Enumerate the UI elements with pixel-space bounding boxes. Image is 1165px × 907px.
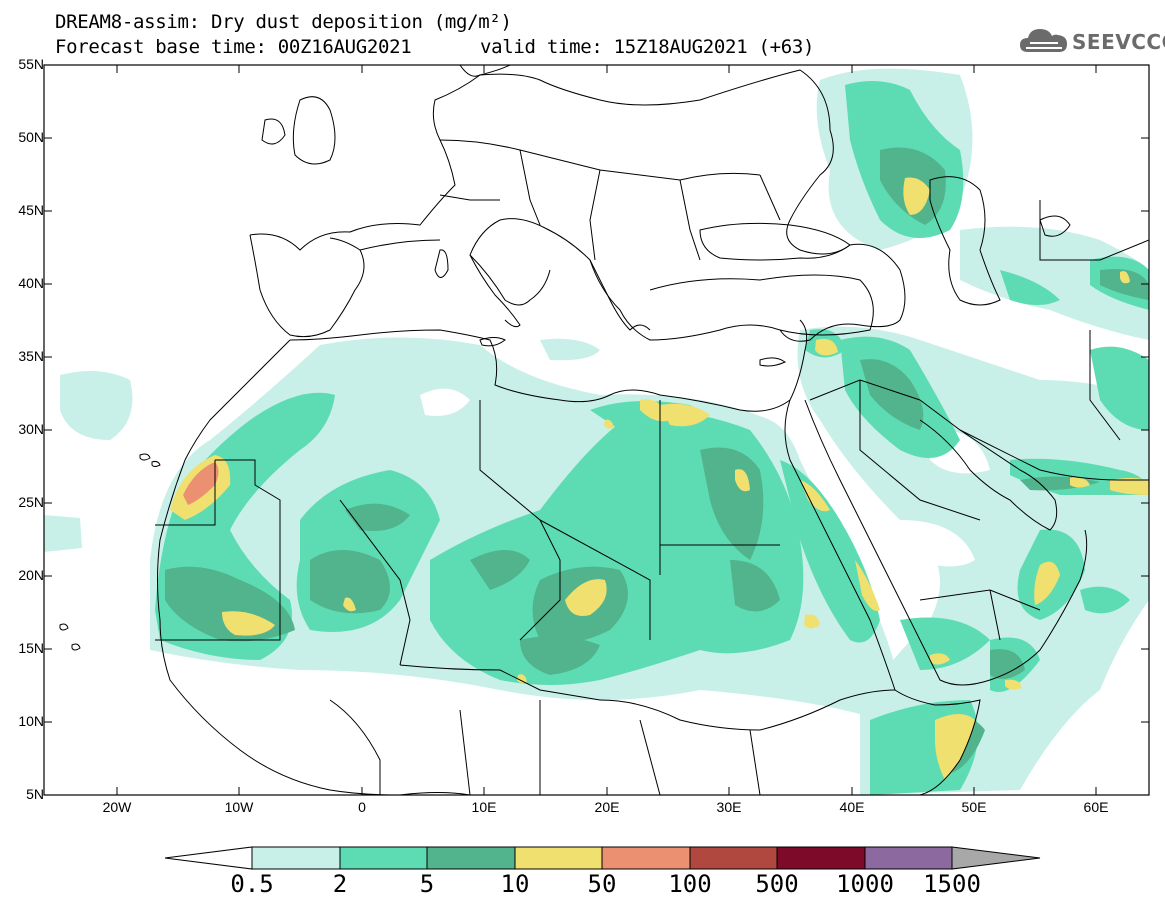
valid-time: valid time: 15Z18AUG2021 (+63) — [480, 36, 815, 58]
lon-label: 10E — [471, 799, 497, 815]
lat-label: 25N — [18, 494, 44, 510]
colorbar-swatch — [601, 846, 691, 870]
forecast-base-time: Forecast base time: 00Z16AUG2021 — [55, 36, 412, 58]
colorbar-swatch — [864, 846, 953, 870]
map-title: DREAM8-assim: Dry dust deposition (mg/m²… — [55, 11, 512, 33]
colorbar-swatch — [689, 846, 778, 870]
coastlines-and-borders — [59, 65, 1149, 795]
colorbar-label: 1500 — [923, 870, 981, 898]
colorbar-swatch — [251, 846, 341, 870]
lat-label: 35N — [18, 348, 44, 364]
cloud-icon — [1020, 29, 1067, 52]
axis-ticks — [44, 64, 1149, 796]
colorbar-label: 50 — [587, 870, 617, 898]
lat-label: 45N — [18, 202, 44, 218]
lat-label: 30N — [18, 421, 44, 437]
colorbar-label: 10 — [500, 870, 530, 898]
lon-label: 0 — [358, 799, 366, 815]
lon-label: 60E — [1083, 799, 1109, 815]
lat-label: 20N — [18, 567, 44, 583]
lon-label: 20W — [102, 799, 132, 815]
lat-label: 55N — [18, 56, 44, 72]
lat-label: 10N — [18, 713, 44, 729]
colorbar-label: 1000 — [836, 870, 894, 898]
colorbar-swatch — [426, 846, 516, 870]
colorbar-lower-triangle — [164, 846, 253, 870]
lat-label: 40N — [18, 275, 44, 291]
lat-label: 50N — [18, 129, 44, 145]
colorbar-swatch — [514, 846, 603, 870]
lon-label: 20E — [594, 799, 620, 815]
colorbar-label: 500 — [755, 870, 799, 898]
colorbar-swatch — [339, 846, 428, 870]
lon-label: 30E — [716, 799, 742, 815]
logo-text: SEEVCCC — [1072, 30, 1165, 54]
colorbar-label: 100 — [668, 870, 712, 898]
lat-label: 15N — [18, 640, 44, 656]
lon-label: 10W — [224, 799, 254, 815]
colorbar-label: 5 — [419, 870, 435, 898]
colorbar — [164, 846, 1041, 870]
lat-label: 5N — [26, 786, 44, 802]
colorbar-swatch — [776, 846, 866, 870]
lon-label: 50E — [961, 799, 987, 815]
colorbar-label: 2 — [332, 870, 348, 898]
lon-label: 40E — [839, 799, 865, 815]
deposition-fields — [44, 65, 1149, 795]
colorbar-upper-triangle — [951, 846, 1041, 870]
colorbar-label: 0.5 — [230, 870, 274, 898]
band-50-to-100 — [183, 462, 219, 505]
seevccc-logo: SEEVCCC — [1018, 24, 1165, 58]
